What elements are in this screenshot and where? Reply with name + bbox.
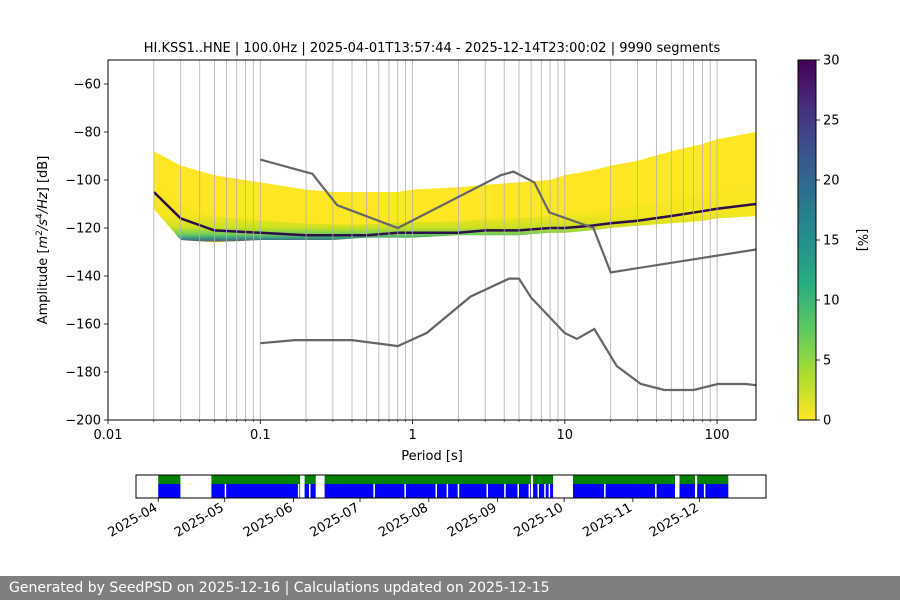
timeline-gap (373, 484, 375, 498)
gridlines (153, 60, 718, 420)
timeline-span-availability (573, 475, 675, 484)
colorbar-tick-label: 0 (823, 414, 831, 429)
chart-title: HI.KSS1..HNE | 100.0Hz | 2025-04-01T13:5… (144, 41, 721, 56)
x-tick-label: 10 (557, 428, 574, 443)
footer-bar: Generated by SeedPSD on 2025-12-16 | Cal… (0, 576, 900, 600)
timeline-span-psd (697, 484, 729, 498)
y-tick-label: −200 (65, 414, 101, 429)
y-tick-label: −60 (74, 78, 101, 93)
y-tick-label: −120 (65, 222, 101, 237)
timeline-gap (517, 484, 519, 498)
psd-plot-area: 0.01 0.1 1 10 100 −200 −180 −160 −140 −120 −100 −8… (65, 59, 757, 443)
colorbar-tick-label: 10 (823, 294, 840, 309)
timeline-frame (135, 474, 767, 499)
timeline-span-psd (211, 484, 301, 498)
colorbar-gradient (797, 59, 817, 421)
x-tick-label: 0.01 (94, 428, 123, 443)
timeline-gap (544, 484, 546, 498)
timeline-span-psd (573, 484, 675, 498)
timeline-span-availability (324, 475, 531, 484)
plot-frame (107, 59, 757, 421)
timeline-tick-label: 2025-07 (307, 500, 362, 540)
y-axis-label: Amplitude [m2/s4/Hz] [dB] (35, 156, 51, 325)
footer-text: Generated by SeedPSD on 2025-12-16 | Cal… (9, 580, 550, 596)
timeline-gap (655, 484, 657, 498)
timeline-gap (604, 484, 606, 498)
x-axis-ticks: 0.01 0.1 1 10 100 (94, 420, 730, 443)
timeline-span-availability (304, 475, 316, 484)
timeline-ticks: 2025-04 2025-05 2025-06 2025-07 2025-08 2025-… (106, 498, 702, 541)
timeline-gap (446, 484, 449, 498)
timeline-span-availability (697, 475, 729, 484)
timeline-tick-label: 2025-06 (241, 500, 296, 540)
y-tick-label: −160 (65, 318, 101, 333)
timeline-bars (158, 475, 729, 498)
timeline-gap (309, 484, 311, 498)
timeline-tick-label: 2025-10 (512, 500, 567, 540)
y-tick-label: −140 (65, 270, 101, 285)
timeline-span-availability (211, 475, 301, 484)
timeline-tick-label: 2025-09 (445, 500, 500, 540)
series-nhnm (260, 158, 756, 274)
psd-density-layer (152, 132, 756, 243)
colorbar: 0 5 10 15 20 25 30 [%] (797, 54, 869, 429)
timeline-span-availability (679, 475, 695, 484)
psd-density-core-band (153, 181, 756, 243)
colorbar-tick-label: 20 (823, 174, 840, 189)
y-tick-label: −80 (74, 126, 101, 141)
colorbar-tick-label: 15 (823, 234, 840, 249)
timeline-tick-label: 2025-04 (106, 500, 161, 540)
x-tick-label: 100 (705, 428, 730, 443)
timeline-gap (224, 484, 227, 498)
y-axis-ticks: −200 −180 −160 −140 −120 −100 −80 −60 (65, 78, 108, 429)
x-tick-label: 0.1 (250, 428, 271, 443)
colorbar-tick-label: 5 (823, 354, 831, 369)
timeline-gap (528, 484, 531, 498)
colorbar-label: [%] (854, 229, 869, 252)
timeline-tick-label: 2025-11 (580, 500, 635, 540)
y-tick-label: −180 (65, 366, 101, 381)
timeline-span-psd (158, 484, 181, 498)
timeline-tick-label: 2025-12 (647, 500, 702, 540)
timeline-gap (504, 484, 506, 498)
x-tick-label: 1 (408, 428, 416, 443)
psd-figure: HI.KSS1..HNE | 100.0Hz | 2025-04-01T13:5… (35, 41, 869, 541)
timeline-gap (435, 484, 437, 498)
timeline-span-availability (158, 475, 181, 484)
timeline-gap (548, 484, 551, 498)
timeline-gap (297, 484, 300, 498)
y-tick-label: −100 (65, 174, 101, 189)
timeline-tick-label: 2025-05 (172, 500, 227, 540)
data-availability-timeline: 2025-04 2025-05 2025-06 2025-07 2025-08 2025-… (106, 474, 767, 541)
timeline-span-psd (324, 484, 531, 498)
timeline-gap (486, 484, 488, 498)
timeline-gap (457, 484, 460, 498)
colorbar-ticks: 0 5 10 15 20 25 30 (816, 54, 840, 429)
noise-model-lines (260, 158, 756, 392)
colorbar-tick-label: 30 (823, 54, 840, 69)
timeline-gap (703, 484, 706, 498)
timeline-tick-label: 2025-08 (376, 500, 431, 540)
series-nlnm (260, 277, 756, 392)
colorbar-tick-label: 25 (823, 114, 840, 129)
x-axis-label: Period [s] (401, 449, 463, 464)
timeline-span-psd (679, 484, 695, 498)
timeline-gap (404, 484, 406, 498)
timeline-gap (537, 484, 539, 498)
timeline-span-availability (533, 475, 554, 484)
